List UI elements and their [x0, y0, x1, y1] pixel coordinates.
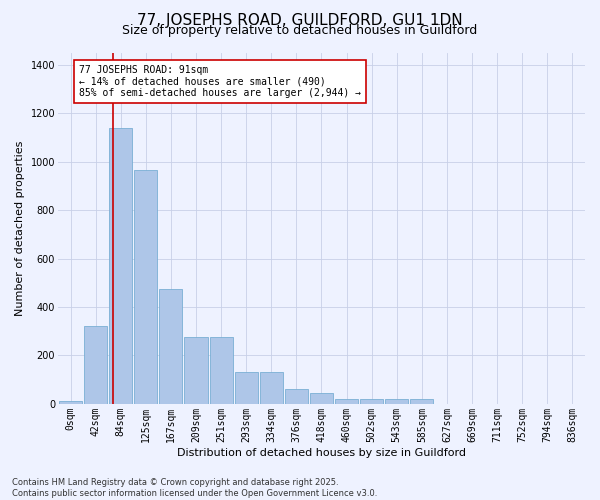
X-axis label: Distribution of detached houses by size in Guildford: Distribution of detached houses by size …	[177, 448, 466, 458]
Bar	[184, 337, 208, 404]
Bar	[385, 399, 409, 404]
Bar	[335, 399, 358, 404]
Text: Size of property relative to detached houses in Guildford: Size of property relative to detached ho…	[122, 24, 478, 37]
Bar	[260, 372, 283, 404]
Text: Contains HM Land Registry data © Crown copyright and database right 2025.
Contai: Contains HM Land Registry data © Crown c…	[12, 478, 377, 498]
Text: 77 JOSEPHS ROAD: 91sqm
← 14% of detached houses are smaller (490)
85% of semi-de: 77 JOSEPHS ROAD: 91sqm ← 14% of detached…	[79, 65, 361, 98]
Bar	[310, 393, 333, 404]
Bar	[109, 128, 132, 404]
Bar	[360, 399, 383, 404]
Y-axis label: Number of detached properties: Number of detached properties	[15, 140, 25, 316]
Bar	[59, 402, 82, 404]
Bar	[134, 170, 157, 404]
Bar	[84, 326, 107, 404]
Bar	[209, 337, 233, 404]
Bar	[410, 399, 433, 404]
Bar	[235, 372, 258, 404]
Bar	[285, 390, 308, 404]
Text: 77, JOSEPHS ROAD, GUILDFORD, GU1 1DN: 77, JOSEPHS ROAD, GUILDFORD, GU1 1DN	[137, 12, 463, 28]
Bar	[160, 289, 182, 404]
